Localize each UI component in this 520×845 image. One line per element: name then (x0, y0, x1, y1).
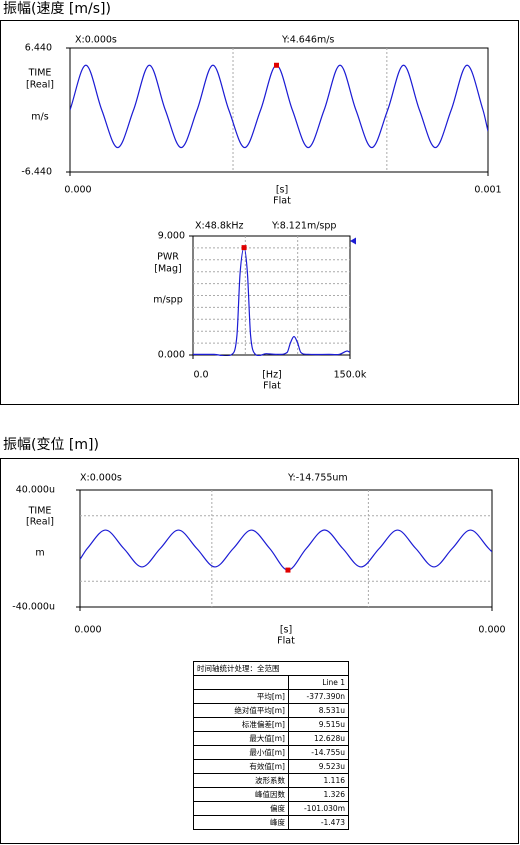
table-value: 1.326 (288, 787, 349, 802)
table-label: 峰值因数 (193, 787, 289, 802)
table-value: 9.523u (288, 759, 349, 774)
x-axis-sublabel: Flat (273, 196, 291, 207)
table-value: -101.030m (288, 801, 349, 816)
cursor-y-readout: Y:4.646m/s (281, 35, 334, 46)
cursor-marker (285, 567, 291, 573)
table-label: 最大值[m] (193, 731, 289, 746)
y-axis-label: m/spp (153, 295, 182, 306)
x-tick-label: 0.000 (64, 185, 91, 196)
y-tick-label: 9.000 (158, 231, 185, 242)
table-label: 绝对值平均[m] (193, 703, 289, 718)
x-axis-sublabel: Flat (277, 636, 295, 647)
y-tick-label: -6.440 (21, 167, 52, 178)
table-label: 最小值[m] (193, 745, 289, 760)
y-axis-label: TIME (28, 68, 52, 79)
table-label: 平均[m] (193, 689, 289, 704)
table-cell (193, 675, 289, 690)
table-value: -1.473 (288, 815, 349, 830)
table-value: -377.390n (288, 689, 349, 704)
cursor-x-readout: X:0.000s (75, 35, 117, 46)
cursor-marker (241, 245, 247, 251)
x-axis-label: [s] (276, 185, 288, 196)
x-axis-label: [Hz] (262, 370, 282, 381)
y-tick-label: 6.440 (25, 43, 52, 54)
y-axis-label: TIME (28, 506, 52, 517)
table-label: 偏度 (193, 801, 289, 816)
y-axis-label: m/s (31, 112, 48, 123)
panel-frame (0, 458, 519, 844)
panel-title: 振幅(变位 [m]) (3, 437, 99, 453)
table-label: 标准偏差[m] (193, 717, 289, 732)
table-label: 波形系数 (193, 773, 289, 788)
table-label: 峰度 (193, 815, 289, 830)
x-axis-label: [s] (280, 625, 292, 636)
table-value: 12.628u (288, 731, 349, 746)
x-tick-label: 0.001 (474, 185, 501, 196)
y-axis-label: [Real] (26, 517, 54, 528)
level-indicator (350, 237, 356, 245)
cursor-y-readout: Y:8.121m/spp (271, 221, 336, 232)
x-tick-label: 150.0k (334, 370, 367, 381)
table-title: 时间轴统计处理：全范围 (193, 661, 349, 676)
y-axis-label: [Real] (26, 80, 54, 91)
cursor-marker (273, 62, 279, 68)
y-tick-label: 40.000u (16, 485, 55, 496)
x-axis-sublabel: Flat (263, 381, 281, 392)
y-tick-label: -40.000u (12, 602, 55, 613)
signal-line (193, 247, 350, 356)
signal-line (80, 529, 492, 571)
y-axis-label: [Mag] (154, 264, 181, 275)
x-tick-label: 0.000 (478, 625, 505, 636)
table-label: 有效值[m] (193, 759, 289, 774)
y-axis-label: PWR (157, 252, 179, 263)
table-value: 8.531u (288, 703, 349, 718)
stats-table: 时间轴统计处理：全范围 Line 1 平均[m] -377.390n 绝对值平均[m… (193, 661, 349, 830)
table-value: 1.116 (288, 773, 349, 788)
column-header: Line 1 (288, 675, 349, 690)
signal-line (70, 64, 488, 149)
table-value: 9.515u (288, 717, 349, 732)
table-value: -14.755u (288, 745, 349, 760)
x-tick-label: 0.0 (193, 370, 208, 381)
plot-frame (79, 489, 493, 608)
cursor-y-readout: Y:-14.755um (287, 473, 348, 484)
y-tick-label: 0.000 (158, 350, 185, 361)
panel-frame (0, 20, 519, 405)
cursor-x-readout: X:0.000s (80, 473, 122, 484)
x-tick-label: 0.000 (74, 625, 101, 636)
panel-title: 振幅(速度 [m/s]) (3, 1, 111, 17)
y-axis-label: m (35, 548, 44, 559)
cursor-x-readout: X:48.8kHz (195, 221, 244, 232)
